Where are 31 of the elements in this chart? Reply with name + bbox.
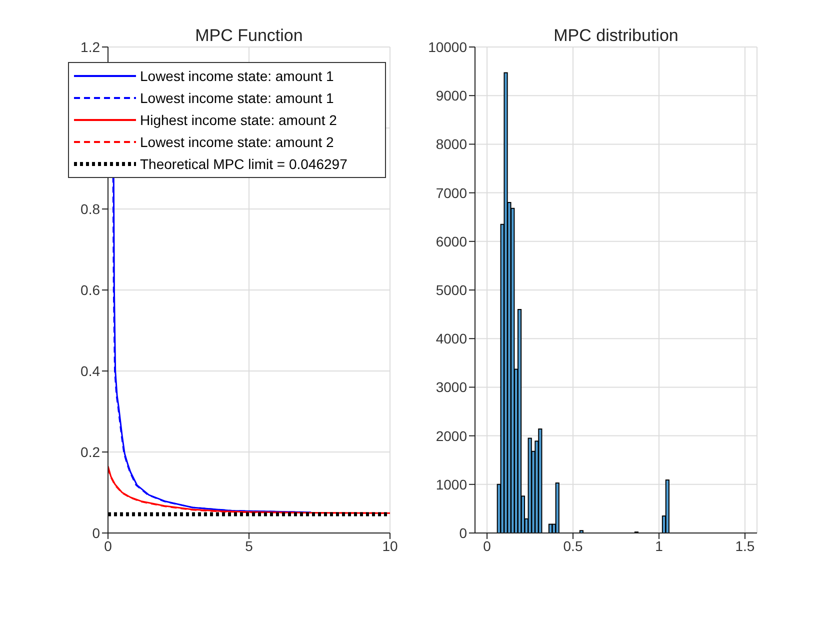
y-tick-label: 10000 — [428, 38, 468, 55]
legend-label: Highest income state: amount 2 — [140, 112, 338, 128]
y-tick-label: 0.8 — [80, 200, 100, 217]
y-tick-label: 2000 — [436, 428, 468, 444]
x-tick-label: 1.5 — [735, 538, 755, 554]
x-tick-label: 0.5 — [563, 538, 583, 554]
legend-label: Lowest income state: amount 2 — [140, 134, 334, 150]
y-tick-label: 4000 — [436, 330, 468, 347]
y-tick-label: 0.4 — [80, 362, 100, 379]
x-tick-label: 0 — [483, 538, 492, 554]
y-tick-label: 1.2 — [80, 38, 100, 55]
y-tick-label: 8000 — [436, 136, 468, 152]
x-tick-label: 1 — [655, 538, 664, 554]
legend-label: Lowest income state: amount 1 — [140, 68, 334, 84]
y-tick-label: 0.6 — [80, 282, 100, 298]
y-tick-label: 5000 — [436, 282, 468, 298]
legend-label: Theoretical MPC limit = 0.046297 — [140, 156, 348, 172]
chart-title: MPC Function — [194, 26, 304, 46]
y-tick-label: 0 — [92, 524, 100, 541]
x-tick-label: 0 — [104, 538, 112, 554]
y-tick-label: 3000 — [436, 379, 468, 396]
y-tick-label: 9000 — [436, 88, 468, 104]
y-tick-label: 1000 — [436, 476, 468, 492]
chart-title: MPC distribution — [552, 26, 680, 46]
y-tick-label: 6000 — [436, 233, 468, 250]
y-tick-label: 0.2 — [80, 444, 100, 460]
x-tick-label: 10 — [382, 538, 398, 554]
legend-label: Lowest income state: amount 1 — [140, 90, 334, 106]
y-tick-label: 0 — [459, 524, 468, 541]
y-tick-label: 7000 — [436, 184, 468, 201]
x-tick-label: 5 — [245, 538, 254, 554]
